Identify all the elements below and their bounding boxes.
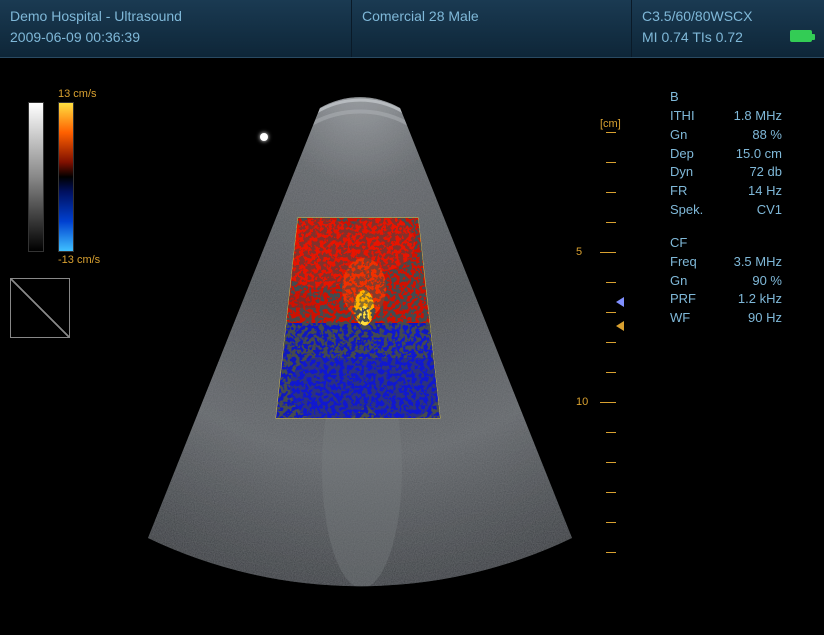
cfmode-value: 3.5 MHz	[716, 253, 782, 272]
cfmode-label: WF	[670, 309, 716, 328]
depth-tick	[606, 462, 616, 492]
cfmode-row: PRF1.2 kHz	[670, 290, 782, 309]
probe-id: C3.5/60/80WSCX	[642, 6, 814, 27]
bmode-label: ITHI	[670, 107, 716, 126]
cfmode-label: Freq	[670, 253, 716, 272]
bmode-row: Gn88 %	[670, 126, 782, 145]
cfmode-row: WF90 Hz	[670, 309, 782, 328]
velocity-scale: 13 cm/s -13 cm/s	[48, 88, 108, 266]
bmode-row: Spek.CV1	[670, 201, 782, 220]
bmode-row: Dyn72 db	[670, 163, 782, 182]
depth-tick	[606, 312, 616, 342]
header-bar: Demo Hospital - Ultrasound 2009-06-09 00…	[0, 0, 824, 58]
depth-tick	[606, 342, 616, 372]
bmode-row: ITHI1.8 MHz	[670, 107, 782, 126]
header-probe-cell: C3.5/60/80WSCX MI 0.74 TIs 0.72	[632, 0, 824, 57]
depth-tick	[606, 192, 616, 222]
velocity-color-bar	[58, 102, 74, 252]
bmode-value: CV1	[716, 201, 782, 220]
depth-tick	[606, 132, 616, 162]
depth-tick-label: 5	[576, 246, 582, 258]
bmode-value: 72 db	[716, 163, 782, 182]
velocity-max-label: 13 cm/s	[58, 88, 108, 100]
cfmode-section: CF Freq3.5 MHzGn90 %PRF1.2 kHzWF90 Hz	[670, 234, 782, 328]
depth-tick	[606, 282, 616, 312]
depth-tick	[606, 372, 616, 402]
bmode-label: Gn	[670, 126, 716, 145]
focus-marker-1-icon[interactable]	[616, 297, 624, 307]
bmode-label: Dep	[670, 145, 716, 164]
safety-indices: MI 0.74 TIs 0.72	[642, 27, 814, 48]
bmode-value: 14 Hz	[716, 182, 782, 201]
cfmode-label: PRF	[670, 290, 716, 309]
orientation-marker-icon	[260, 133, 268, 141]
cfmode-row: Gn90 %	[670, 272, 782, 291]
scan-datetime: 2009-06-09 00:36:39	[10, 27, 341, 48]
bmode-value: 88 %	[716, 126, 782, 145]
grayscale-bar	[28, 102, 44, 252]
bmode-label: Dyn	[670, 163, 716, 182]
bmode-row: Dep15.0 cm	[670, 145, 782, 164]
cfmode-value: 1.2 kHz	[716, 290, 782, 309]
bmode-label: Spek.	[670, 201, 716, 220]
bmode-title: B	[670, 88, 782, 107]
ultrasound-cone	[120, 78, 600, 598]
scan-area: 13 cm/s -13 cm/s	[0, 58, 824, 635]
cfmode-label: Gn	[670, 272, 716, 291]
velocity-min-label: -13 cm/s	[58, 254, 108, 266]
battery-icon	[790, 30, 812, 42]
tgc-box	[10, 278, 70, 338]
bmode-row: FR14 Hz	[670, 182, 782, 201]
depth-tick	[606, 492, 616, 522]
focus-marker-2-icon[interactable]	[616, 321, 624, 331]
bmode-value: 15.0 cm	[716, 145, 782, 164]
depth-tick	[606, 222, 616, 252]
depth-tick	[606, 552, 616, 582]
ruler-unit: [cm]	[600, 118, 621, 130]
parameter-panel: B ITHI1.8 MHzGn88 %Dep15.0 cmDyn72 dbFR1…	[670, 88, 782, 342]
bmode-value: 1.8 MHz	[716, 107, 782, 126]
scan-svg	[120, 78, 600, 618]
depth-tick	[606, 162, 616, 192]
hospital-name: Demo Hospital - Ultrasound	[10, 6, 341, 27]
cfmode-title: CF	[670, 234, 782, 253]
bmode-section: B ITHI1.8 MHzGn88 %Dep15.0 cmDyn72 dbFR1…	[670, 88, 782, 220]
depth-tick	[606, 522, 616, 552]
depth-tick: 5	[600, 252, 616, 282]
header-hospital-cell: Demo Hospital - Ultrasound 2009-06-09 00…	[0, 0, 352, 57]
cfmode-value: 90 %	[716, 272, 782, 291]
depth-tick: 10	[600, 402, 616, 432]
cfmode-value: 90 Hz	[716, 309, 782, 328]
bmode-label: FR	[670, 182, 716, 201]
depth-ruler: [cm] 5 10	[600, 118, 621, 582]
depth-tick-label: 10	[576, 396, 588, 408]
patient-info: Comercial 28 Male	[362, 6, 621, 27]
header-patient-cell: Comercial 28 Male	[352, 0, 632, 57]
cfmode-row: Freq3.5 MHz	[670, 253, 782, 272]
depth-tick	[606, 432, 616, 462]
